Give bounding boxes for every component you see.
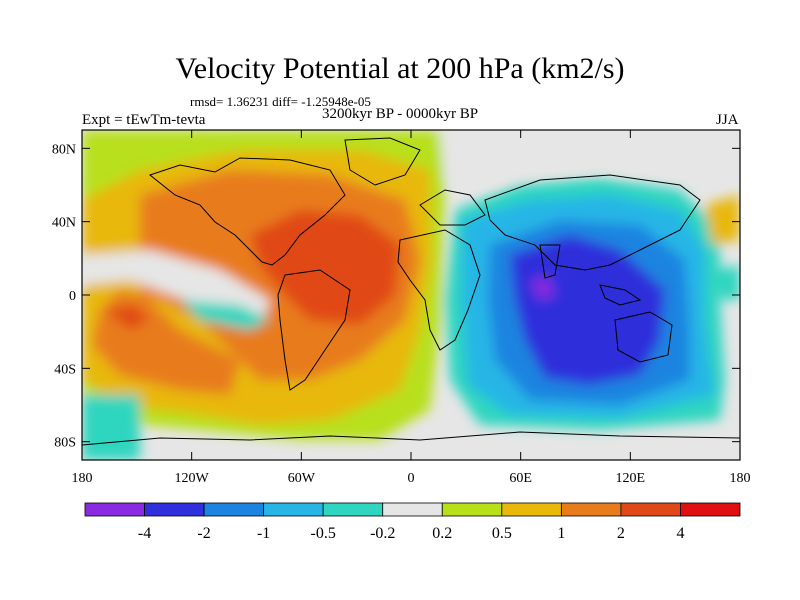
positive-patch-east [705,195,740,245]
negative-region-2 [510,235,665,385]
colorbar-label: -0.2 [370,525,395,542]
positive-region-2b [105,305,150,330]
colorbar-swatch [441,502,503,517]
colorbar: -4 -2 -1 -0.5 -0.2 0.2 0.5 1 2 4 [84,502,741,542]
colorbar-swatch [203,502,265,517]
contour-field [82,130,740,460]
colorbar-label: -2 [197,525,210,542]
colorbar-swatch [560,502,622,517]
colorbar-label: 1 [557,525,565,542]
india-outline [539,244,561,279]
negative-band-south [82,395,140,460]
negative-patch-east [718,265,740,300]
colorbar-label: 0.2 [432,525,452,542]
x-tick-label: 60E [509,471,532,486]
colorbar-label: 2 [617,525,625,542]
y-tick-label: 0 [69,289,76,304]
x-tick-label: 180 [730,471,751,486]
negative-region-4 [530,276,555,300]
colorbar-swatch [263,502,324,517]
colorbar-swatch [501,502,562,517]
x-tick-label: 180 [72,471,93,486]
colorbar-swatch [84,502,145,517]
neutral-strip-pacific [82,250,270,315]
south-america-outline [277,269,351,391]
negative-patch-pacific [180,300,270,330]
x-tick-label: 120W [175,471,210,486]
x-tick-label: 60W [288,471,316,486]
axis-ticks: 80N 40N 0 40S 80S 180 120W 60W 0 60E 120E 180 [52,130,751,486]
asia-outline [484,174,701,271]
experiment-label: Expt = tEwTm-tevta [82,112,206,128]
neutral-arctic [440,130,740,185]
colorbar-label: 4 [676,525,684,542]
colorbar-swatch [620,502,681,517]
colorbar-label: 0.5 [492,525,512,542]
colorbar-label: -0.5 [311,525,336,542]
europe-outline [419,189,486,226]
y-tick-label: 40S [54,362,76,377]
y-tick-label: 40N [52,216,76,231]
north-america-outline [148,157,346,266]
period-label: 3200kyr BP - 0000kyr BP [322,106,479,122]
colorbar-swatch [144,502,205,517]
antarctica-outline [82,431,740,446]
positive-region-2 [250,210,400,325]
y-tick-label: 80S [54,436,76,451]
greenland-outline [344,137,421,186]
colorbar-swatch [322,502,384,517]
colorbar-label: -4 [138,525,151,542]
y-tick-label: 80N [52,142,76,157]
australia-outline [614,311,673,363]
coastlines [82,137,740,446]
x-tick-label: 120E [616,471,646,486]
x-tick-label: 0 [408,471,415,486]
colorbar-swatch [382,502,443,517]
africa-outline [397,229,481,351]
season-label: JJA [716,112,739,128]
rmsd-diff-stats: rmsd= 1.36231 diff= -1.25948e-05 [190,94,371,109]
colorbar-swatch [680,502,741,517]
colorbar-label: -1 [257,525,270,542]
page-title: Velocity Potential at 200 hPa (km2/s) [175,52,625,85]
maritime-continent-outline [599,284,642,306]
